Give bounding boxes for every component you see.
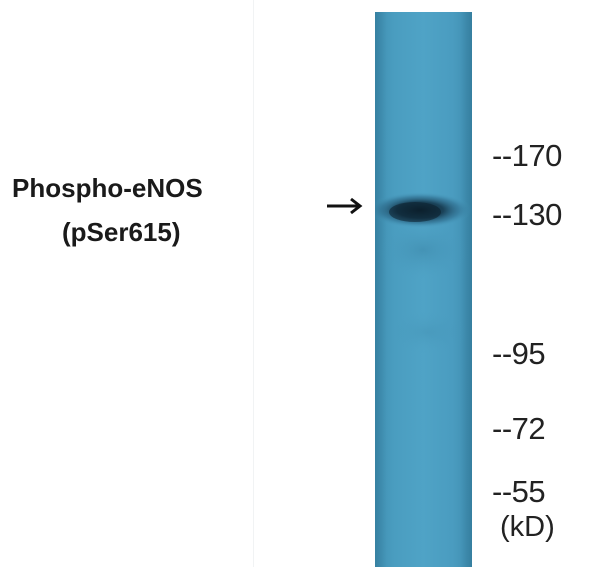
protein-label-site: (pSer615) xyxy=(62,217,181,247)
protein-label-name: Phospho-eNOS xyxy=(12,173,203,203)
protein-label: Phospho-eNOS (pSer615) xyxy=(12,166,302,254)
marker-95: --95 xyxy=(492,336,546,371)
right-arrow-icon xyxy=(327,197,363,215)
background-divider xyxy=(253,0,254,567)
blot-lane xyxy=(375,12,472,567)
marker-130: --130 xyxy=(492,197,562,232)
blot-lane-image xyxy=(375,12,472,567)
marker-72: --72 xyxy=(492,411,546,446)
molecular-weight-markers: --170 --130 --95 --72 --55 (kD) xyxy=(492,0,592,567)
marker-170: --170 xyxy=(492,138,562,173)
marker-55: --55 xyxy=(492,474,546,509)
unit-label: (kD) xyxy=(500,511,555,543)
